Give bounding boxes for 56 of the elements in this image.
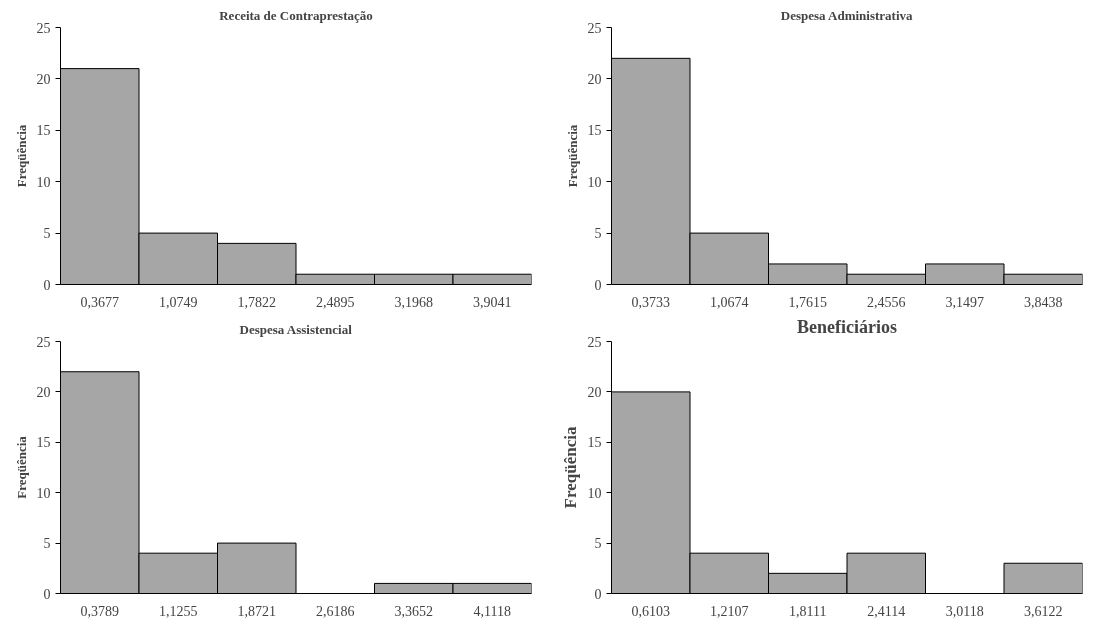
x-tick-label: 0,6103 bbox=[631, 603, 670, 618]
x-tick-label: 1,0749 bbox=[159, 294, 198, 310]
y-tick-label: 0 bbox=[594, 277, 602, 293]
x-tick-label: 3,8438 bbox=[1024, 294, 1063, 310]
chart-title: Despesa Assistencial bbox=[239, 321, 353, 337]
chart-title: Beneficiários bbox=[797, 316, 897, 337]
y-axis-title: Freqüência bbox=[13, 435, 29, 499]
x-tick-label: 1,0674 bbox=[710, 294, 749, 310]
x-tick-label: 0,3733 bbox=[631, 294, 670, 310]
y-axis-title: Freqüência bbox=[13, 124, 29, 188]
y-tick-label: 20 bbox=[36, 71, 51, 87]
y-tick-label: 10 bbox=[587, 485, 602, 501]
x-tick-label: 1,2107 bbox=[710, 603, 749, 618]
y-tick-label: 20 bbox=[587, 384, 602, 400]
x-tick-label: 1,7822 bbox=[237, 294, 276, 310]
y-tick-label: 25 bbox=[36, 334, 51, 350]
y-tick-label: 25 bbox=[587, 20, 602, 36]
y-tick-label: 15 bbox=[36, 123, 51, 139]
x-tick-label: 2,6186 bbox=[316, 603, 355, 618]
chart-title: Despesa Administrativa bbox=[780, 7, 914, 23]
y-tick-label: 10 bbox=[36, 485, 51, 501]
y-tick-label: 15 bbox=[36, 435, 51, 451]
y-tick-label: 15 bbox=[587, 435, 602, 451]
y-tick-label: 25 bbox=[36, 20, 51, 36]
y-tick-label: 5 bbox=[594, 226, 602, 242]
x-tick-label: 3,9041 bbox=[473, 294, 512, 310]
y-axis-title: Freqüência bbox=[564, 124, 580, 188]
x-tick-label: 2,4114 bbox=[867, 603, 906, 618]
y-tick-label: 0 bbox=[594, 586, 602, 602]
x-tick-label: 3,6122 bbox=[1024, 603, 1063, 618]
x-tick-label: 0,3677 bbox=[80, 294, 119, 310]
chart-title: Receita de Contraprestação bbox=[219, 7, 373, 23]
y-tick-label: 15 bbox=[587, 123, 602, 139]
x-tick-label: 3,0118 bbox=[945, 603, 984, 618]
x-tick-label: 1,8111 bbox=[789, 603, 827, 618]
y-tick-label: 20 bbox=[587, 71, 602, 87]
x-tick-label: 4,1118 bbox=[473, 603, 511, 618]
x-tick-label: 2,4895 bbox=[316, 294, 355, 310]
y-tick-label: 20 bbox=[36, 384, 51, 400]
x-tick-label: 3,1968 bbox=[394, 294, 433, 310]
x-tick-label: 2,4556 bbox=[867, 294, 906, 310]
x-tick-label: 1,1255 bbox=[159, 603, 198, 618]
y-tick-label: 10 bbox=[36, 174, 51, 190]
y-tick-label: 5 bbox=[594, 536, 602, 552]
y-tick-label: 25 bbox=[587, 334, 602, 350]
y-tick-label: 5 bbox=[43, 226, 51, 242]
y-tick-label: 10 bbox=[587, 174, 602, 190]
x-tick-label: 1,8721 bbox=[237, 603, 276, 618]
y-axis-title: Freqüência bbox=[560, 426, 580, 509]
x-tick-label: 1,7615 bbox=[788, 294, 827, 310]
x-tick-label: 0,3789 bbox=[80, 603, 119, 618]
y-tick-label: 0 bbox=[43, 586, 51, 602]
x-tick-label: 3,1497 bbox=[945, 294, 984, 310]
y-tick-label: 0 bbox=[43, 277, 51, 293]
y-tick-label: 5 bbox=[43, 536, 51, 552]
x-tick-label: 3,3652 bbox=[394, 603, 433, 618]
